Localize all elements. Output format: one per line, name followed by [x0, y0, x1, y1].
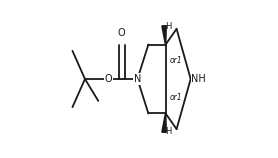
- Polygon shape: [162, 26, 166, 45]
- Text: N: N: [134, 74, 141, 84]
- Text: NH: NH: [192, 74, 206, 84]
- Text: or1: or1: [170, 93, 182, 102]
- Text: O: O: [118, 28, 126, 38]
- Text: O: O: [105, 74, 112, 84]
- Text: H: H: [166, 127, 172, 136]
- Text: H: H: [166, 22, 172, 31]
- Polygon shape: [162, 113, 166, 132]
- Text: or1: or1: [170, 56, 182, 65]
